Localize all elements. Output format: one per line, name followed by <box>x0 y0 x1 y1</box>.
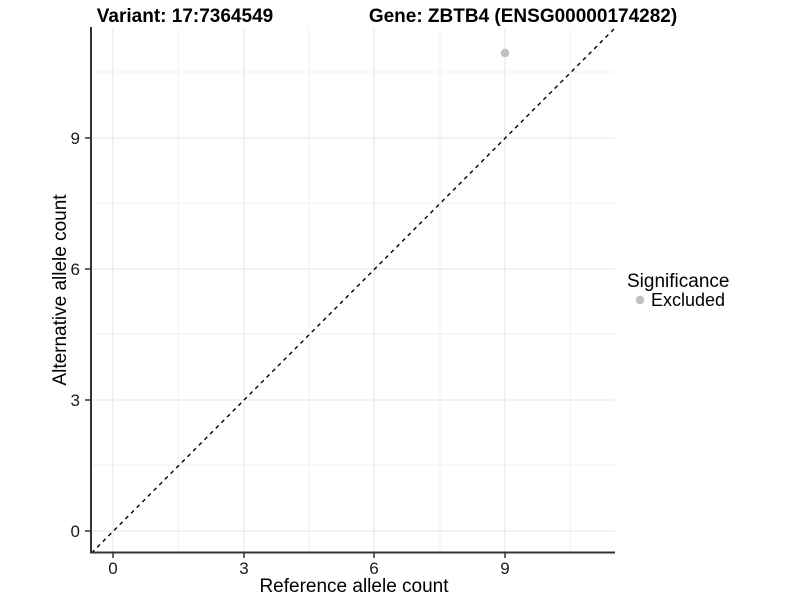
x-axis-title: Reference allele count <box>259 576 449 597</box>
major-gridlines <box>91 28 615 552</box>
y-tick-label: 3 <box>71 391 80 410</box>
y-tick-label: 9 <box>71 129 80 148</box>
tick-marks <box>85 137 506 558</box>
identity-reference-line <box>91 26 617 554</box>
legend-key-dot <box>635 295 645 305</box>
x-tick-label: 3 <box>239 559 248 578</box>
y-tick-label: 0 <box>71 522 80 541</box>
x-tick-label: 9 <box>500 559 509 578</box>
x-tick-label: 0 <box>108 559 117 578</box>
variant-title: Variant: 17:7364549 <box>97 6 273 27</box>
x-tick-label: 6 <box>369 559 378 578</box>
legend: Significance Excluded <box>627 271 729 310</box>
y-axis-title: Alternative allele count <box>50 194 71 386</box>
legend-title: Significance <box>627 271 729 292</box>
data-point-excluded <box>500 48 510 58</box>
legend-item-label: Excluded <box>651 290 725 310</box>
minor-gridlines <box>91 28 615 552</box>
y-tick-label: 6 <box>71 260 80 279</box>
gene-title: Gene: ZBTB4 (ENSG00000174282) <box>369 6 677 27</box>
